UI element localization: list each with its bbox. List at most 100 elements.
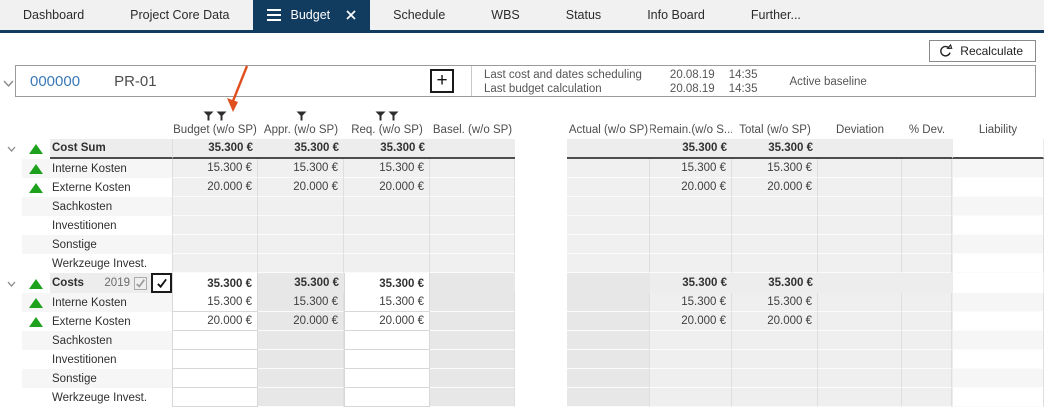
- filter-funnel-icon[interactable]: [375, 111, 399, 122]
- tab-close-icon[interactable]: [346, 10, 356, 20]
- cell-total[interactable]: [732, 350, 818, 369]
- group-cell-req[interactable]: 35.300 €: [344, 139, 430, 159]
- table-row[interactable]: Sachkosten: [0, 197, 1044, 216]
- cell-appr[interactable]: [258, 235, 344, 254]
- cell-total[interactable]: 15.300 €: [732, 293, 818, 312]
- cell-basel[interactable]: [430, 293, 515, 312]
- group-cell-appr[interactable]: 35.300 €: [258, 273, 344, 295]
- cell-basel[interactable]: [430, 235, 515, 254]
- cell-budget[interactable]: 15.300 €: [172, 293, 258, 312]
- cell-pdev[interactable]: [902, 312, 952, 331]
- cell-appr[interactable]: 15.300 €: [258, 293, 344, 312]
- cell-total[interactable]: [732, 216, 818, 235]
- cell-actual[interactable]: [567, 369, 650, 388]
- cell-basel[interactable]: [430, 369, 515, 388]
- group-cell-budget[interactable]: 35.300 €: [172, 273, 258, 295]
- cell-deviation[interactable]: [818, 178, 902, 197]
- group-cell-liability[interactable]: [952, 273, 1044, 295]
- cell-budget[interactable]: [172, 235, 258, 254]
- cell-pdev[interactable]: [902, 369, 952, 388]
- cell-remain[interactable]: [650, 350, 732, 369]
- filter-funnel-icon[interactable]: [296, 111, 307, 122]
- cell-remain[interactable]: 20.000 €: [650, 178, 732, 197]
- column-header-basel[interactable]: Basel. (w/o SP): [430, 103, 515, 139]
- cell-actual[interactable]: [567, 216, 650, 235]
- cell-liability[interactable]: [952, 369, 1044, 388]
- cell-remain[interactable]: [650, 369, 732, 388]
- cell-req[interactable]: [344, 235, 430, 254]
- cell-liability[interactable]: [952, 159, 1044, 178]
- cell-total[interactable]: [732, 369, 818, 388]
- group-cell-liability[interactable]: [952, 139, 1044, 159]
- column-header-req[interactable]: Req. (w/o SP): [344, 103, 430, 139]
- cell-appr[interactable]: 15.300 €: [258, 159, 344, 178]
- cell-budget[interactable]: [172, 216, 258, 235]
- cell-deviation[interactable]: [818, 369, 902, 388]
- cell-total[interactable]: [732, 235, 818, 254]
- cell-req[interactable]: [344, 350, 430, 369]
- cell-appr[interactable]: [258, 254, 344, 273]
- cell-total[interactable]: [732, 254, 818, 273]
- cell-liability[interactable]: [952, 216, 1044, 235]
- cell-pdev[interactable]: [902, 293, 952, 312]
- cell-basel[interactable]: [430, 388, 515, 407]
- column-header-budget[interactable]: Budget (w/o SP): [172, 103, 258, 139]
- cell-liability[interactable]: [952, 293, 1044, 312]
- cell-req[interactable]: 15.300 €: [344, 159, 430, 178]
- tab-dashboard[interactable]: Dashboard: [0, 0, 107, 30]
- group-cell-basel[interactable]: [430, 139, 515, 159]
- cell-liability[interactable]: [952, 197, 1044, 216]
- tab-budget[interactable]: Budget: [252, 0, 371, 30]
- tab-project-core-data[interactable]: Project Core Data: [107, 0, 252, 30]
- cell-budget[interactable]: 20.000 €: [172, 178, 258, 197]
- cell-deviation[interactable]: [818, 216, 902, 235]
- cell-budget[interactable]: [172, 254, 258, 273]
- cell-basel[interactable]: [430, 178, 515, 197]
- cell-remain[interactable]: [650, 235, 732, 254]
- cell-budget[interactable]: 15.300 €: [172, 159, 258, 178]
- tab-further[interactable]: Further...: [728, 0, 824, 30]
- group-header-row[interactable]: Cost Sum 35.300 €35.300 €35.300 €35.300 €…: [0, 139, 1044, 159]
- cell-liability[interactable]: [952, 235, 1044, 254]
- tab-status[interactable]: Status: [543, 0, 624, 30]
- cell-actual[interactable]: [567, 235, 650, 254]
- cell-actual[interactable]: [567, 254, 650, 273]
- cell-remain[interactable]: [650, 331, 732, 350]
- group-cell-appr[interactable]: 35.300 €: [258, 139, 344, 159]
- cell-pdev[interactable]: [902, 254, 952, 273]
- group-header-row[interactable]: Costs 2019 35.300 €35.300 €35.300 €35.300 …: [0, 273, 1044, 295]
- add-button[interactable]: +: [430, 69, 454, 93]
- cell-req[interactable]: 20.000 €: [344, 312, 430, 331]
- filter-funnel-icon[interactable]: [203, 111, 227, 122]
- cell-actual[interactable]: [567, 159, 650, 178]
- cell-req[interactable]: 20.000 €: [344, 178, 430, 197]
- cell-actual[interactable]: [567, 312, 650, 331]
- project-summary-box[interactable]: 000000 PR-01 + Last cost and dates sched…: [15, 65, 1036, 97]
- column-header-appr[interactable]: Appr. (w/o SP): [258, 103, 344, 139]
- cell-deviation[interactable]: [818, 159, 902, 178]
- group-cell-total[interactable]: 35.300 €: [732, 273, 818, 295]
- cell-appr[interactable]: 20.000 €: [258, 312, 344, 331]
- recalculate-button[interactable]: Recalculate: [929, 40, 1036, 62]
- table-row[interactable]: Werkzeuge Invest.: [0, 254, 1044, 273]
- cell-actual[interactable]: [567, 350, 650, 369]
- tab-schedule[interactable]: Schedule: [370, 0, 468, 30]
- cell-basel[interactable]: [430, 159, 515, 178]
- cell-remain[interactable]: 15.300 €: [650, 293, 732, 312]
- table-row[interactable]: Investitionen: [0, 350, 1044, 369]
- cell-liability[interactable]: [952, 254, 1044, 273]
- cell-req[interactable]: 15.300 €: [344, 293, 430, 312]
- group-cell-basel[interactable]: [430, 273, 515, 295]
- cell-deviation[interactable]: [818, 331, 902, 350]
- cell-total[interactable]: 15.300 €: [732, 159, 818, 178]
- cell-pdev[interactable]: [902, 331, 952, 350]
- cell-actual[interactable]: [567, 388, 650, 407]
- table-row[interactable]: Werkzeuge Invest.: [0, 388, 1044, 407]
- cell-appr[interactable]: [258, 331, 344, 350]
- cell-basel[interactable]: [430, 312, 515, 331]
- cell-budget[interactable]: [172, 388, 258, 407]
- project-collapse-chevron-icon[interactable]: [3, 75, 14, 93]
- cell-deviation[interactable]: [818, 235, 902, 254]
- cell-deviation[interactable]: [818, 293, 902, 312]
- cell-liability[interactable]: [952, 388, 1044, 407]
